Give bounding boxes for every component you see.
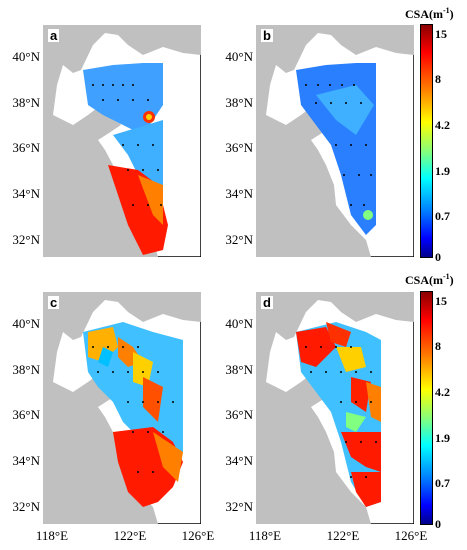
land-mass xyxy=(256,292,414,524)
lon-label-122-d: 122°E xyxy=(326,528,360,543)
panel-label-c: c xyxy=(48,295,60,310)
lat-label-36-b: 36°N xyxy=(225,140,253,155)
panel-label-b: b xyxy=(261,28,273,43)
lon-label-126-d: 126°E xyxy=(394,528,428,543)
lat-label-40-d: 40°N xyxy=(225,316,253,331)
colorbar-bottom xyxy=(420,291,433,525)
land-mass xyxy=(43,292,201,524)
lat-label-40-c: 40°N xyxy=(12,316,40,331)
lat-label-38-c: 38°N xyxy=(12,362,40,377)
land-mass xyxy=(43,25,201,257)
lat-label-32-c: 32°N xyxy=(12,499,40,514)
lat-label-36: 36°N xyxy=(12,140,40,155)
cbar-tick-15-b: 15 xyxy=(435,294,447,308)
cbar-tick-1-9: 1.9 xyxy=(435,164,450,178)
lat-label-40-b: 40°N xyxy=(225,49,253,64)
map-b xyxy=(256,25,414,257)
map-d xyxy=(256,292,414,524)
colorbar-top xyxy=(420,24,433,258)
lon-label-122: 122°E xyxy=(113,528,147,543)
colorbar-title-top: CSA(m-1) xyxy=(405,6,454,21)
colorbar-title-bottom: CSA(m-1) xyxy=(405,272,454,287)
map-a xyxy=(43,25,201,257)
lat-label-32-b: 32°N xyxy=(225,232,253,247)
cbar-tick-8: 8 xyxy=(435,72,441,86)
lat-label-34: 34°N xyxy=(12,186,40,201)
land-mass xyxy=(256,25,414,257)
map-panel-b: b xyxy=(256,25,414,257)
lat-label-40: 40°N xyxy=(12,49,40,64)
cbar-tick-0-7-b: 0.7 xyxy=(435,476,450,490)
cbar-tick-0-7: 0.7 xyxy=(435,209,450,223)
cbar-tick-8-b: 8 xyxy=(435,339,441,353)
lat-label-34-c: 34°N xyxy=(12,453,40,468)
cbar-tick-1-9-b: 1.9 xyxy=(435,431,450,445)
lat-label-38-b: 38°N xyxy=(225,95,253,110)
map-panel-a: a xyxy=(43,25,201,257)
panel-label-a: a xyxy=(48,28,60,43)
lat-label-36-c: 36°N xyxy=(12,407,40,422)
cbar-tick-4-2-b: 4.2 xyxy=(435,385,450,399)
cbar-tick-15: 15 xyxy=(435,27,447,41)
lat-label-38: 38°N xyxy=(12,95,40,110)
lon-label-118: 118°E xyxy=(35,528,69,543)
lat-label-38-d: 38°N xyxy=(225,362,253,377)
lat-label-32-d: 32°N xyxy=(225,499,253,514)
map-panel-d: d xyxy=(256,292,414,524)
map-panel-c: c xyxy=(43,292,201,524)
data-coverage-south-orange xyxy=(138,175,163,225)
lon-label-118-d: 118°E xyxy=(248,528,282,543)
cbar-tick-0-b: 0 xyxy=(435,517,441,531)
lat-label-34-d: 34°N xyxy=(225,453,253,468)
map-c xyxy=(43,292,201,524)
lat-label-36-d: 36°N xyxy=(225,407,253,422)
cbar-tick-0: 0 xyxy=(435,250,441,264)
lat-label-34-b: 34°N xyxy=(225,186,253,201)
lat-label-32: 32°N xyxy=(12,232,40,247)
data-coverage-mid xyxy=(113,120,163,195)
panel-label-d: d xyxy=(261,295,273,310)
lon-label-126: 126°E xyxy=(181,528,215,543)
cbar-tick-4-2: 4.2 xyxy=(435,118,450,132)
